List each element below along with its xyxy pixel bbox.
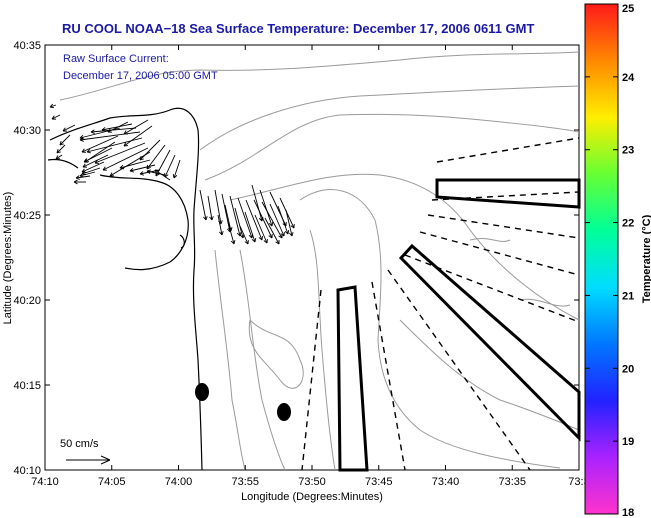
current-vector bbox=[253, 199, 273, 239]
transect-box-east bbox=[435, 178, 581, 209]
current-vector bbox=[164, 154, 176, 178]
current-vector bbox=[155, 149, 171, 177]
x-axis: 74:10 74:05 74:00 73:55 73:50 73:45 73:40 73:35… bbox=[31, 45, 590, 488]
current-vector bbox=[123, 119, 149, 135]
y-tick-label: 40:10 bbox=[13, 465, 41, 477]
current-vector bbox=[75, 175, 91, 180]
current-vector bbox=[83, 147, 113, 163]
colorbar-ticks: 25 24 23 22 21 20 19 18 bbox=[585, 3, 635, 518]
map-plot-area bbox=[44, 44, 580, 471]
current-vector bbox=[285, 209, 294, 237]
colorbar-label: Temperature (°C) bbox=[641, 214, 651, 303]
x-tick-label: 74:05 bbox=[98, 476, 126, 488]
current-vector bbox=[82, 154, 109, 168]
current-vector bbox=[51, 114, 61, 120]
transect-box-southeast bbox=[398, 243, 581, 442]
transect-box-south bbox=[336, 285, 369, 472]
colorbar-tick-label: 22 bbox=[622, 218, 634, 230]
current-vector bbox=[207, 195, 214, 221]
current-vector bbox=[62, 124, 76, 132]
current-vector bbox=[139, 139, 161, 161]
y-tick-label: 40:15 bbox=[13, 380, 41, 392]
y-tick-label: 40:35 bbox=[13, 40, 41, 52]
x-tick-label: 73:40 bbox=[432, 476, 460, 488]
current-vector bbox=[55, 154, 63, 160]
colorbar-tick-label: 18 bbox=[622, 507, 634, 518]
x-tick-label: 73:35 bbox=[498, 476, 526, 488]
current-vector bbox=[81, 135, 119, 153]
y-tick-label: 40:30 bbox=[13, 125, 41, 137]
current-vector bbox=[123, 125, 153, 147]
current-vector bbox=[73, 179, 86, 185]
current-vector bbox=[146, 144, 166, 170]
current-vector bbox=[56, 144, 66, 154]
map-title: RU COOL NOAA−18 Sea Surface Temperature:… bbox=[62, 21, 534, 36]
colorbar-tick-label: 23 bbox=[622, 145, 634, 157]
current-vector bbox=[259, 189, 274, 227]
colorbar-tick-label: 24 bbox=[622, 72, 635, 84]
bathymetry-contours bbox=[59, 51, 580, 471]
current-vector bbox=[49, 103, 57, 109]
current-vector bbox=[251, 184, 264, 222]
colorbar-tick-label: 25 bbox=[622, 3, 634, 15]
colorbar-tick-label: 20 bbox=[622, 363, 634, 375]
current-label-line1: Raw Surface Current: bbox=[63, 53, 169, 65]
current-vector bbox=[269, 191, 287, 227]
station-marker bbox=[195, 383, 209, 401]
y-axis: 40:35 40:30 40:25 40:20 40:15 40:10 bbox=[13, 40, 579, 477]
x-tick-label: 73:45 bbox=[365, 476, 393, 488]
current-vector bbox=[86, 137, 143, 154]
colorbar-tick-label: 21 bbox=[622, 290, 634, 302]
current-vector bbox=[172, 159, 181, 179]
current-vector bbox=[217, 214, 224, 236]
current-vector bbox=[129, 164, 156, 173]
x-axis-label: Longitude (Degrees:Minutes) bbox=[241, 491, 383, 503]
current-vector bbox=[254, 214, 268, 244]
current-vector bbox=[199, 189, 208, 221]
current-vector bbox=[154, 169, 171, 181]
current-vector bbox=[269, 203, 285, 237]
current-vector bbox=[264, 217, 280, 245]
station-marker bbox=[277, 403, 291, 421]
scale-label: 50 cm/s bbox=[60, 438, 99, 450]
surface-current-vectors bbox=[49, 103, 295, 245]
current-vector bbox=[279, 197, 295, 229]
colorbar-tick-label: 19 bbox=[622, 436, 634, 448]
transect-boxes bbox=[336, 178, 581, 472]
current-vector bbox=[239, 225, 249, 245]
current-label-line2: December 17, 2006 05:00 GMT bbox=[63, 70, 218, 82]
x-tick-label: 73:50 bbox=[298, 476, 326, 488]
current-vector bbox=[79, 127, 121, 140]
current-vector bbox=[119, 159, 151, 170]
x-tick-label: 73:3 bbox=[568, 476, 589, 488]
current-vector bbox=[109, 151, 151, 177]
current-vector bbox=[102, 147, 149, 171]
scale-arrow-icon bbox=[66, 455, 111, 465]
y-axis-label: Latitude (Degrees:Minutes) bbox=[2, 192, 14, 325]
x-tick-label: 74:10 bbox=[31, 476, 59, 488]
x-tick-label: 74:00 bbox=[165, 476, 193, 488]
current-vector bbox=[245, 199, 263, 241]
x-tick-label: 73:55 bbox=[231, 476, 259, 488]
current-vector bbox=[59, 134, 71, 146]
y-tick-label: 40:25 bbox=[13, 210, 41, 222]
current-vector bbox=[244, 211, 257, 243]
y-tick-label: 40:20 bbox=[13, 295, 41, 307]
coastline bbox=[47, 107, 203, 471]
current-vector bbox=[227, 221, 236, 245]
colorbar bbox=[584, 3, 619, 515]
